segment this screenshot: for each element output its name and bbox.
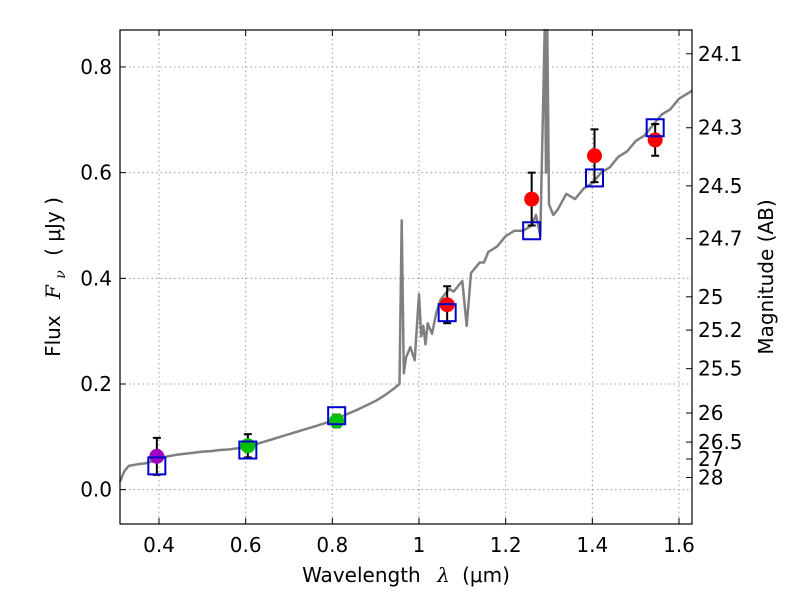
model-square xyxy=(522,221,542,241)
x-tick-label: 0.4 xyxy=(143,533,175,557)
x-tick-label: 1.6 xyxy=(663,533,695,557)
magnitude-tick-label: 24.1 xyxy=(698,42,743,66)
x-axis-label-unit: (μm) xyxy=(462,563,510,587)
x-axis-label-text: Wavelength xyxy=(302,563,421,587)
observed-point xyxy=(524,191,540,207)
x-tick-label: 0.8 xyxy=(316,533,348,557)
magnitude-tick-label: 24.5 xyxy=(698,174,743,198)
spectrum-line xyxy=(118,28,693,483)
y-axis-label-subscript: ν xyxy=(53,270,69,279)
magnitude-tick-label: 25 xyxy=(698,285,723,309)
magnitude-tick-label: 28 xyxy=(698,466,723,490)
x-tick-label: 1.2 xyxy=(490,533,522,557)
y-axis-label-unit: ( μJy ) xyxy=(41,197,65,256)
magnitude-tick-label: 26 xyxy=(698,401,723,425)
magnitude-tick-label: 24.3 xyxy=(698,116,743,140)
model-square xyxy=(327,406,347,426)
plot-frame xyxy=(119,29,693,525)
magnitude-tick-label: 25.5 xyxy=(698,357,743,381)
observed-point xyxy=(587,148,602,164)
x-axis-label-symbol: λ xyxy=(436,563,450,587)
y2-axis-label: Magnitude (AB) xyxy=(754,199,778,354)
observed-point xyxy=(647,132,663,148)
y-axis-label-text: Flux xyxy=(41,315,65,357)
model-square xyxy=(585,168,604,188)
magnitude-tick-label: 24.7 xyxy=(698,227,743,251)
x-tick-label: 1 xyxy=(413,533,426,557)
y-tick-label: 0.0 xyxy=(80,478,112,502)
model-square xyxy=(238,440,258,460)
y-tick-label: 0.2 xyxy=(80,372,112,396)
x-tick-label: 0.6 xyxy=(230,533,262,557)
y-axis-label-symbol: F xyxy=(41,284,65,300)
plot-area xyxy=(120,30,692,524)
observed-point xyxy=(149,448,165,464)
magnitude-tick-label: 27 xyxy=(698,447,723,471)
ticks: 0.4 0.6 0.8 1 1.2 1.4 1.6 0.0 0.2 0.4 0.6 0.8 24.1 24… xyxy=(80,30,743,557)
magnitude-tick-label: 26.5 xyxy=(698,430,743,454)
y-axis-label: Flux F ν ( μJy ) xyxy=(41,197,70,357)
y-tick-label: 0.4 xyxy=(80,266,112,290)
y-tick-label: 0.8 xyxy=(80,55,112,79)
model-square xyxy=(645,118,665,138)
x-axis-label: Wavelength λ (μm) xyxy=(302,563,510,587)
model-squares-layer xyxy=(147,118,665,476)
observed-point xyxy=(329,413,345,429)
grid xyxy=(120,30,692,524)
y-tick-label: 0.6 xyxy=(80,161,112,185)
magnitude-tick-label: 25.2 xyxy=(698,318,743,342)
model-square xyxy=(437,303,457,323)
spectrum-layer xyxy=(118,28,693,483)
x-tick-label: 1.4 xyxy=(576,533,608,557)
model-square xyxy=(147,456,167,476)
